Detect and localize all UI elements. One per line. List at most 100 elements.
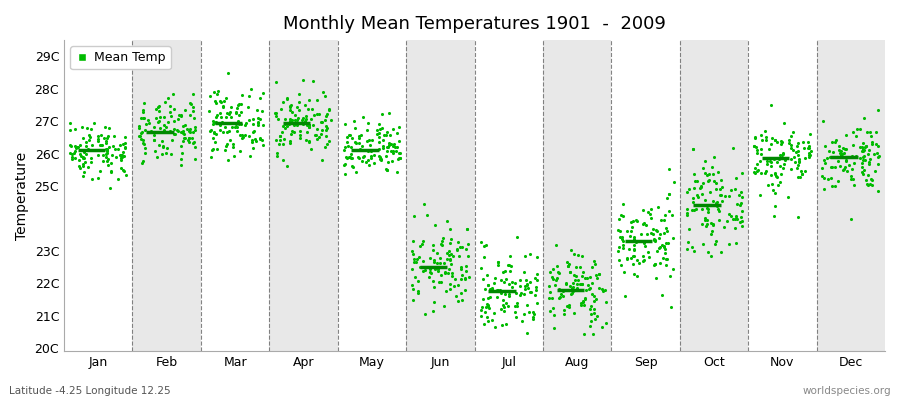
Point [522, 251, 536, 258]
Point [653, 217, 668, 224]
Point [700, 221, 715, 227]
Point [78, 150, 93, 157]
Point [372, 121, 386, 127]
Point [595, 286, 609, 292]
Point [763, 140, 778, 147]
Point [296, 115, 310, 121]
Point [380, 148, 394, 154]
Point [567, 310, 581, 316]
Point [734, 189, 748, 195]
Point [662, 273, 677, 280]
Point [495, 322, 509, 328]
Point [112, 152, 127, 158]
Point [753, 146, 768, 152]
Point [97, 135, 112, 142]
Point [629, 217, 643, 224]
Point [579, 287, 593, 293]
Point [515, 318, 529, 324]
Point [662, 165, 677, 172]
Point [624, 218, 638, 225]
Point [359, 159, 374, 166]
Point [387, 144, 401, 150]
Point [248, 136, 262, 143]
Point [136, 158, 150, 165]
Point [451, 281, 465, 288]
Point [390, 144, 404, 151]
Point [94, 142, 108, 148]
Point [784, 165, 798, 172]
Point [63, 127, 77, 134]
Point [339, 138, 354, 145]
Point [356, 154, 370, 160]
Point [773, 163, 788, 169]
Point [625, 224, 639, 230]
Point [764, 163, 778, 170]
Point [729, 212, 743, 219]
Point [434, 272, 448, 278]
Point [680, 239, 695, 245]
Point [591, 270, 606, 277]
Point [734, 208, 749, 214]
Point [627, 270, 642, 277]
Point [648, 261, 662, 267]
Point [853, 143, 868, 150]
Point [776, 165, 790, 172]
Point [369, 131, 383, 137]
Point [566, 272, 580, 278]
Point [844, 166, 859, 172]
Point [686, 195, 700, 201]
Point [284, 130, 299, 137]
Point [186, 139, 201, 146]
Point [163, 108, 177, 115]
Point [353, 147, 367, 153]
Point [284, 128, 299, 134]
Point [321, 138, 336, 144]
Point [249, 107, 264, 114]
Point [830, 154, 844, 160]
Point [842, 162, 856, 169]
Point [171, 116, 185, 122]
Point [860, 172, 875, 178]
Point [846, 128, 860, 135]
Point [626, 253, 640, 259]
Point [136, 136, 150, 143]
Point [870, 187, 885, 194]
Point [210, 145, 224, 152]
Point [790, 174, 805, 180]
Point [418, 267, 432, 274]
Point [768, 202, 782, 209]
Point [163, 102, 177, 109]
Point [554, 290, 568, 297]
Point [680, 189, 694, 196]
Point [186, 91, 201, 98]
Point [547, 324, 562, 331]
Point [149, 114, 164, 121]
Point [734, 194, 749, 200]
Bar [680, 40, 748, 351]
Point [348, 124, 363, 131]
Point [659, 240, 673, 246]
Point [543, 289, 557, 296]
Point [834, 148, 849, 154]
Point [206, 120, 220, 127]
Point [553, 287, 567, 294]
Point [116, 168, 130, 174]
Point [859, 142, 873, 149]
Point [413, 264, 428, 270]
Point [232, 121, 247, 128]
Point [500, 262, 515, 268]
Point [774, 141, 788, 148]
Point [566, 288, 580, 294]
Point [860, 181, 875, 187]
Point [418, 311, 432, 317]
Point [375, 124, 390, 131]
Point [461, 241, 475, 247]
Point [416, 258, 430, 264]
Point [458, 276, 473, 282]
Point [573, 300, 588, 306]
Point [238, 132, 252, 138]
Point [76, 160, 90, 167]
Point [68, 126, 82, 132]
Point [246, 129, 260, 135]
Bar [64, 40, 132, 351]
